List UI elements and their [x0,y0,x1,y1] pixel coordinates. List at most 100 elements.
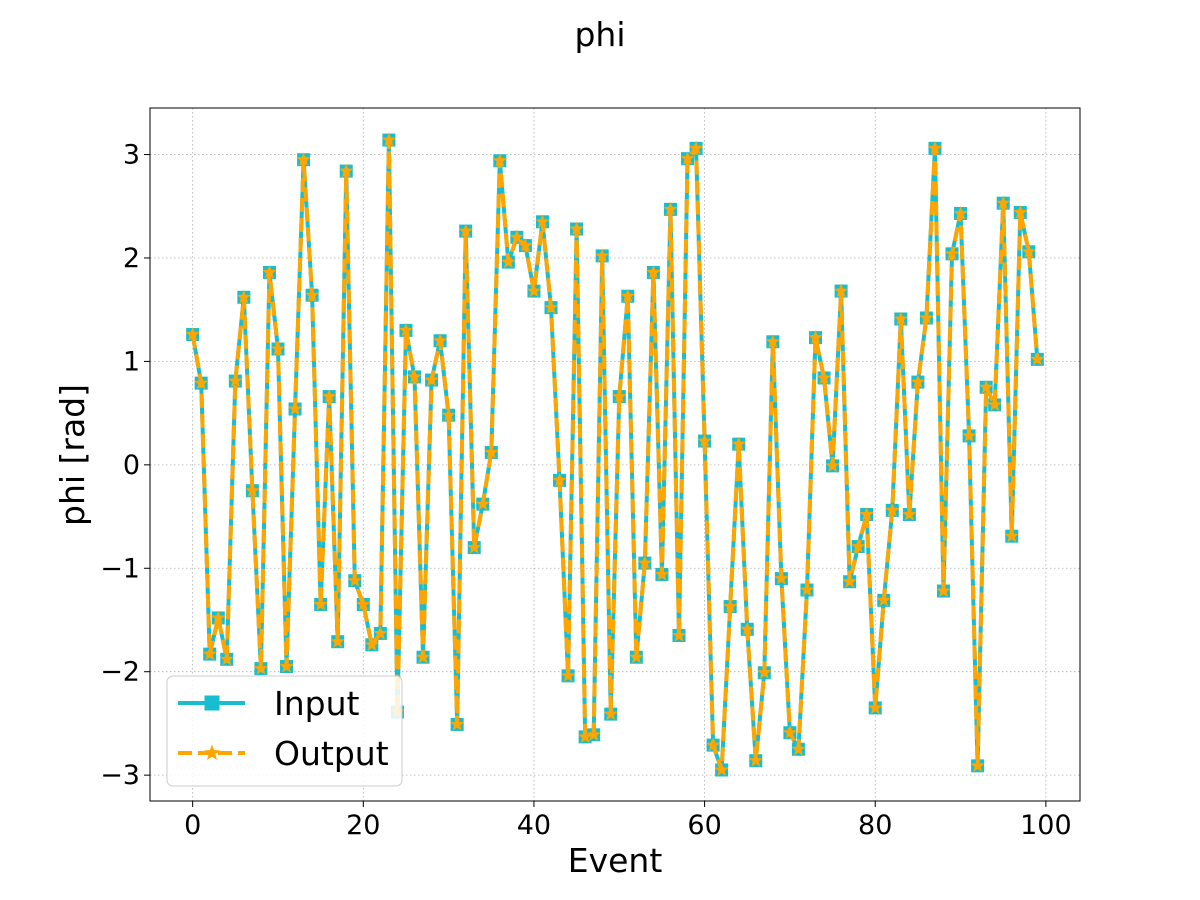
data-point-output [339,163,354,178]
data-point-output [270,341,286,356]
data-point-output [629,649,644,664]
legend-marker-star [203,744,221,760]
data-point-output [322,389,337,403]
data-point-output [330,634,345,648]
data-point-output [347,573,362,587]
data-point-output [765,334,780,348]
y-tick-label: 3 [123,140,140,171]
y-tick-label: 1 [123,346,140,377]
data-point-output [1004,528,1019,543]
data-point-output [1030,351,1045,366]
data-point-output [927,140,943,155]
x-tick-label: 20 [346,810,380,841]
data-point-output [637,555,652,570]
data-point-output [194,375,209,390]
x-tick-label: 60 [687,810,721,841]
data-point-output [944,246,960,260]
data-point-output [424,372,439,387]
data-point-output [552,472,567,487]
data-point-output [441,407,456,422]
data-point-output [1013,204,1028,219]
data-point-output [467,540,482,554]
data-point-output [535,214,550,228]
y-axis-ticks: −3 −2 −1 0 1 2 3 [100,140,150,791]
data-point-output [791,741,806,756]
y-tick-label: −1 [100,553,140,584]
data-point-output [910,374,926,389]
data-point-output [518,238,533,252]
legend-label: Input [274,684,360,723]
series-line-input [190,138,1040,772]
data-point-output [868,700,883,714]
x-axis-label: Event [568,841,663,880]
data-point-output [603,706,618,721]
plot-area-frame [149,107,1081,802]
data-point-output [202,646,217,661]
data-point-output [620,288,635,303]
y-axis-label: phi [rad] [53,384,92,526]
data-point-output [313,596,328,611]
data-point-output [646,264,661,279]
data-point-output [543,300,559,314]
y-tick-label: −3 [100,760,140,791]
data-point-output [595,248,610,262]
data-point-output [851,539,866,553]
data-point-output [953,206,968,220]
data-point-output [484,444,499,459]
data-point-output [705,737,721,752]
data-point-output [398,322,414,337]
data-point-output [373,625,388,640]
data-point-output [219,651,234,666]
data-point-output [509,229,525,244]
data-point-output [859,506,874,521]
data-point-output [253,661,269,675]
data-point-output [1021,244,1036,258]
legend-item-input: Input [178,684,360,723]
data-point-output [458,223,473,238]
data-point-output [228,373,243,388]
data-point-output [825,458,840,472]
data-point-output [987,397,1002,411]
x-axis-ticks: 0 20 40 60 80 100 [184,801,1072,841]
data-point-output [936,583,951,598]
data-point-output [688,140,704,155]
data-point-output [236,289,251,304]
data-point-output [407,369,422,383]
data-point-output [663,201,678,216]
data-point-output [731,436,746,451]
data-point-output [578,729,593,743]
series-line-output [190,138,1040,772]
data-point-output [919,310,934,325]
data-point-output [304,287,320,302]
data-point-output [364,637,379,651]
data-point-output [586,727,601,741]
data-point-output [450,716,465,731]
legend-label: Output [274,734,389,773]
data-point-output [893,311,908,326]
legend-item-output: Output [178,734,389,773]
x-tick-label: 80 [858,810,892,841]
data-point-output [356,596,371,611]
data-point-output [748,753,763,767]
data-point-output [569,221,584,236]
data-point-output [808,330,823,344]
data-point-output [842,574,857,588]
data-point-output [185,327,200,341]
data-point-output [816,370,832,385]
data-point-output [287,401,303,416]
y-tick-label: −2 [100,657,140,688]
series-output [185,132,1045,777]
data-point-output [961,428,977,442]
legend: Input Output [166,675,403,787]
data-point-output [560,668,576,682]
data-point-output [723,599,738,613]
data-point-output [996,195,1011,210]
data-point-output [432,333,448,347]
data-point-output [501,254,516,269]
x-tick-label: 40 [517,810,551,841]
data-point-output [979,379,994,394]
x-tick-label: 0 [184,810,201,841]
data-point-output [970,758,985,772]
data-point-output [415,649,431,664]
